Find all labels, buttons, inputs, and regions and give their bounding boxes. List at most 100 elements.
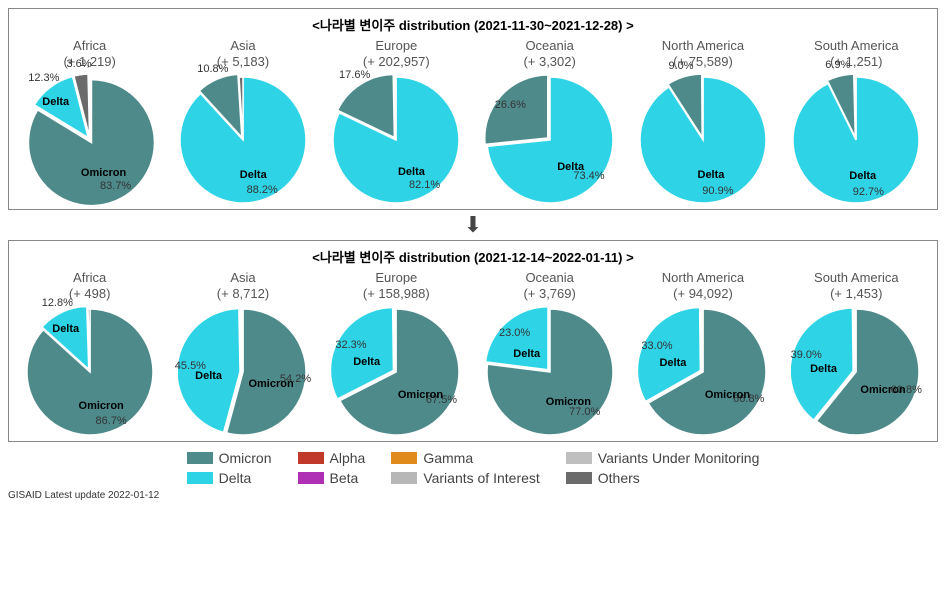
legend: Omicron Delta Alpha Beta Gamma Variants of In… bbox=[8, 450, 938, 486]
slice-pct: 26.6% bbox=[495, 99, 526, 111]
pie-chart: 82.1%Delta17.6% bbox=[331, 75, 461, 205]
pie-chart: 83.7%Omicron12.3%Delta3.6% bbox=[25, 75, 155, 205]
slice-pct: 3.6% bbox=[66, 58, 91, 70]
slice-pct: 12.8% bbox=[42, 297, 73, 309]
legend-label: Omicron bbox=[219, 450, 272, 466]
slice-name: Delta bbox=[659, 357, 686, 369]
slice-pct: 86.7% bbox=[96, 415, 127, 427]
slice-name: Delta bbox=[698, 169, 725, 181]
legend-swatch bbox=[391, 452, 417, 464]
pie-cell: South America(+ 1,251) 92.7%Delta6.9% bbox=[780, 38, 933, 205]
pie-chart: 60.8%Omicron39.0%Delta bbox=[791, 307, 921, 437]
region-label: Asia(+ 5,183) bbox=[166, 38, 319, 69]
pie-cell: North America(+ 75,589) 90.9% Delta 9.0% bbox=[626, 38, 779, 205]
legend-item: Variants of Interest bbox=[391, 470, 539, 486]
legend-item: Others bbox=[566, 470, 760, 486]
legend-item: Variants Under Monitoring bbox=[566, 450, 760, 466]
region-label: North America(+ 75,589) bbox=[626, 38, 779, 69]
slice-pct: 83.7% bbox=[100, 180, 131, 192]
pie-cell: Asia(+ 8,712) 54.2%Omicron45.5%Delta bbox=[166, 270, 319, 437]
slice-pct: 17.6% bbox=[339, 69, 370, 81]
slice-name: Delta bbox=[557, 161, 584, 173]
legend-swatch bbox=[187, 452, 213, 464]
panel-title: <나라별 변이주 distribution (2021-12-14~2022-0… bbox=[13, 247, 933, 266]
region-label: Oceania(+ 3,302) bbox=[473, 38, 626, 69]
legend-swatch bbox=[566, 472, 592, 484]
pie-cell: Europe(+ 158,988)67.5%Omicron32.3%Delta bbox=[320, 270, 473, 437]
slice-name: Omicron bbox=[705, 389, 750, 401]
slice-name: Omicron bbox=[860, 384, 905, 396]
panel-0: <나라별 변이주 distribution (2021-11-30~2021-1… bbox=[8, 8, 938, 210]
region-label: South America(+ 1,251) bbox=[780, 38, 933, 69]
region-label: North America(+ 94,092) bbox=[626, 270, 779, 301]
slice-pct: 12.3% bbox=[28, 72, 59, 84]
legend-swatch bbox=[298, 472, 324, 484]
slice-pct: 39.0% bbox=[791, 349, 822, 361]
region-label: Oceania(+ 3,769) bbox=[473, 270, 626, 301]
pie-cell: Asia(+ 5,183)88.2%Delta10.8% bbox=[166, 38, 319, 205]
panel-title: <나라별 변이주 distribution (2021-11-30~2021-1… bbox=[13, 15, 933, 34]
legend-label: Variants Under Monitoring bbox=[598, 450, 760, 466]
slice-name: Omicron bbox=[546, 396, 591, 408]
slice-name: Omicron bbox=[248, 378, 293, 390]
pie-cell: Africa(+ 498)86.7%Omicron12.8%Delta bbox=[13, 270, 166, 437]
slice-name: Delta bbox=[398, 166, 425, 178]
pie-chart: 90.9%Delta9.0% bbox=[638, 75, 768, 205]
region-label: Africa(+ 498) bbox=[13, 270, 166, 301]
legend-swatch bbox=[391, 472, 417, 484]
legend-item: Delta bbox=[187, 470, 272, 486]
pie-chart: 67.5%Omicron32.3%Delta bbox=[331, 307, 461, 437]
slice-pct: 33.0% bbox=[641, 340, 672, 352]
pie-chart: 54.2%Omicron45.5%Delta bbox=[178, 307, 308, 437]
legend-label: Alpha bbox=[330, 450, 366, 466]
region-label: South America(+ 1,453) bbox=[780, 270, 933, 301]
pie-cell: Africa(+ 1,219)83.7%Omicron12.3%Delta3.6… bbox=[13, 38, 166, 205]
slice-pct: 9.0% bbox=[668, 60, 693, 72]
legend-col: Alpha Beta bbox=[298, 450, 366, 486]
slice-name: Omicron bbox=[79, 400, 124, 412]
slice-pct: 90.9% bbox=[702, 185, 733, 197]
legend-item: Gamma bbox=[391, 450, 539, 466]
slice-name: Delta bbox=[849, 170, 876, 182]
legend-item: Omicron bbox=[187, 450, 272, 466]
legend-item: Beta bbox=[298, 470, 366, 486]
pie-cell: Oceania(+ 3,769)77.0%Omicron23.0%Delta bbox=[473, 270, 626, 437]
legend-label: Delta bbox=[219, 470, 252, 486]
slice-pct: 82.1% bbox=[409, 179, 440, 191]
legend-col: Omicron Delta bbox=[187, 450, 272, 486]
slice-name: Delta bbox=[353, 356, 380, 368]
region-label: Europe(+ 202,957) bbox=[320, 38, 473, 69]
legend-item: Alpha bbox=[298, 450, 366, 466]
slice-pct: 77.0% bbox=[569, 406, 600, 418]
region-label: Europe(+ 158,988) bbox=[320, 270, 473, 301]
slice-pct: 10.8% bbox=[197, 63, 228, 75]
pie-row: Africa(+ 1,219)83.7%Omicron12.3%Delta3.6… bbox=[13, 38, 933, 205]
arrow-down-icon: ⬇ bbox=[8, 214, 938, 236]
legend-col: Variants Under Monitoring Others bbox=[566, 450, 760, 486]
slice-name: Omicron bbox=[398, 389, 443, 401]
slice-name: Delta bbox=[42, 96, 69, 108]
slice-name: Delta bbox=[513, 348, 540, 360]
legend-label: Beta bbox=[330, 470, 359, 486]
pie-cell: Oceania(+ 3,302)73.4%Delta26.6% bbox=[473, 38, 626, 205]
pie-cell: North America(+ 94,092)66.8%Omicron33.0%… bbox=[626, 270, 779, 437]
legend-swatch bbox=[298, 452, 324, 464]
pie-cell: Europe(+ 202,957)82.1%Delta17.6% bbox=[320, 38, 473, 205]
slice-pct: 88.2% bbox=[247, 184, 278, 196]
pie-row: Africa(+ 498) 86.7% Omicron 12.8% Delta Asia(… bbox=[13, 270, 933, 437]
legend-col: Gamma Variants of Interest bbox=[391, 450, 539, 486]
pie-chart: 66.8%Omicron33.0%Delta bbox=[638, 307, 768, 437]
pie-chart: 92.7%Delta6.9% bbox=[791, 75, 921, 205]
legend-label: Variants of Interest bbox=[423, 470, 539, 486]
region-label: Asia(+ 8,712) bbox=[166, 270, 319, 301]
legend-label: Others bbox=[598, 470, 640, 486]
pie-cell: South America(+ 1,453)60.8%Omicron39.0%D… bbox=[780, 270, 933, 437]
panel-1: <나라별 변이주 distribution (2021-12-14~2022-0… bbox=[8, 240, 938, 442]
pie-chart: 86.7%Omicron12.8%Delta bbox=[25, 307, 155, 437]
slice-pct: 6.9% bbox=[825, 59, 850, 71]
legend-label: Gamma bbox=[423, 450, 473, 466]
footnote: GISAID Latest update 2022-01-12 bbox=[8, 490, 938, 501]
slice-pct: 32.3% bbox=[335, 339, 366, 351]
slice-name: Delta bbox=[810, 363, 837, 375]
legend-swatch bbox=[566, 452, 592, 464]
